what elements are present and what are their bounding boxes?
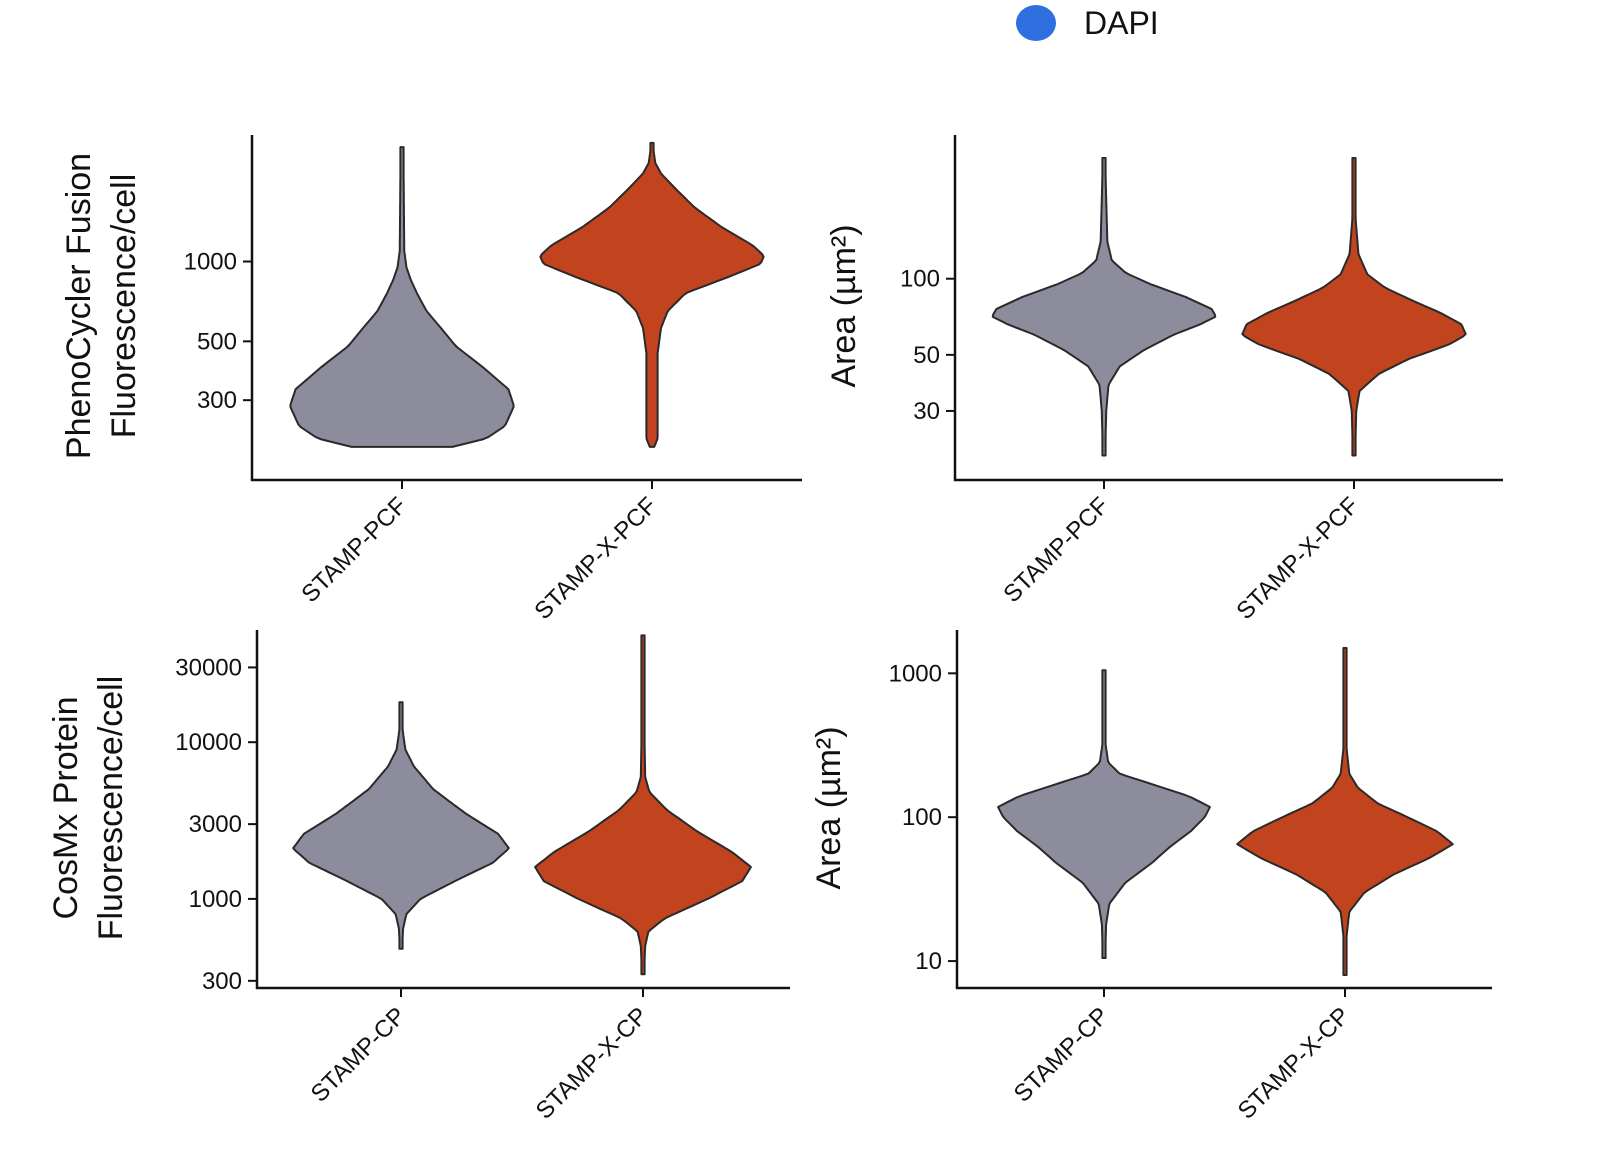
panel-cosmx-area: 10 100 1000 Area (µm²) STAMP-CP STAMP-X-CP: [810, 630, 1492, 1125]
violin-stamp-x-cp: [1236, 647, 1454, 976]
y-axis-label: Area (µm²): [810, 726, 848, 889]
y-tick-label: 3000: [189, 811, 242, 838]
x-tick-label: STAMP-CP: [1009, 1002, 1115, 1108]
y-tick-label: 1000: [889, 660, 942, 687]
x-tick-label: STAMP-X-CP: [1233, 1002, 1355, 1124]
y-tick-label: 10000: [175, 729, 242, 756]
legend-dot-icon: [1016, 5, 1056, 41]
legend-label: DAPI: [1084, 4, 1159, 41]
violin-stamp-x-pcf: [539, 141, 765, 448]
y-axis-label: PhenoCycler Fusion: [60, 153, 98, 459]
x-tick-label: STAMP-PCF: [998, 492, 1114, 608]
y-tick-label: 10: [915, 948, 942, 975]
y-tick-label: 1000: [184, 249, 237, 276]
y-tick-label: 100: [900, 266, 940, 293]
panel-pcf-area: 30 50 100 Area (µm²) STAMP-PCF STAMP-X-PCF: [825, 135, 1503, 625]
y-tick-label: 30: [913, 398, 940, 425]
violin-stamp-cp: [997, 669, 1211, 959]
panel-pcf-fluorescence: 300 500 1000 PhenoCycler Fusion Fluorescence…: [60, 135, 802, 625]
y-axis-label: Fluorescence/cell: [105, 174, 143, 439]
y-axis-label: Fluorescence/cell: [92, 676, 130, 941]
y-axis-label: CosMx Protein: [47, 697, 85, 920]
y-tick-label: 50: [913, 342, 940, 369]
violin-stamp-pcf: [991, 157, 1217, 457]
violin-stamp-x-cp: [534, 634, 752, 976]
panel-cosmx-fluorescence: 300 1000 3000 10000 30000 CosMx Protein Fluore…: [47, 630, 790, 1125]
x-tick-label: STAMP-CP: [306, 1002, 412, 1108]
x-tick-label: STAMP-X-PCF: [1231, 492, 1364, 625]
y-tick-label: 1000: [189, 886, 242, 913]
x-tick-label: STAMP-PCF: [296, 492, 412, 608]
violin-stamp-x-pcf: [1241, 157, 1467, 457]
y-tick-label: 100: [902, 804, 942, 831]
y-tick-label: 300: [202, 968, 242, 995]
x-tick-label: STAMP-X-PCF: [529, 492, 662, 625]
y-tick-label: 500: [197, 328, 237, 355]
y-tick-label: 30000: [175, 654, 242, 681]
legend: DAPI: [1016, 0, 1159, 46]
y-axis-label: Area (µm²): [825, 224, 863, 387]
x-tick-label: STAMP-X-CP: [531, 1002, 653, 1124]
y-tick-label: 300: [197, 387, 237, 414]
violin-stamp-pcf: [289, 146, 515, 448]
violin-stamp-cp: [292, 701, 510, 950]
